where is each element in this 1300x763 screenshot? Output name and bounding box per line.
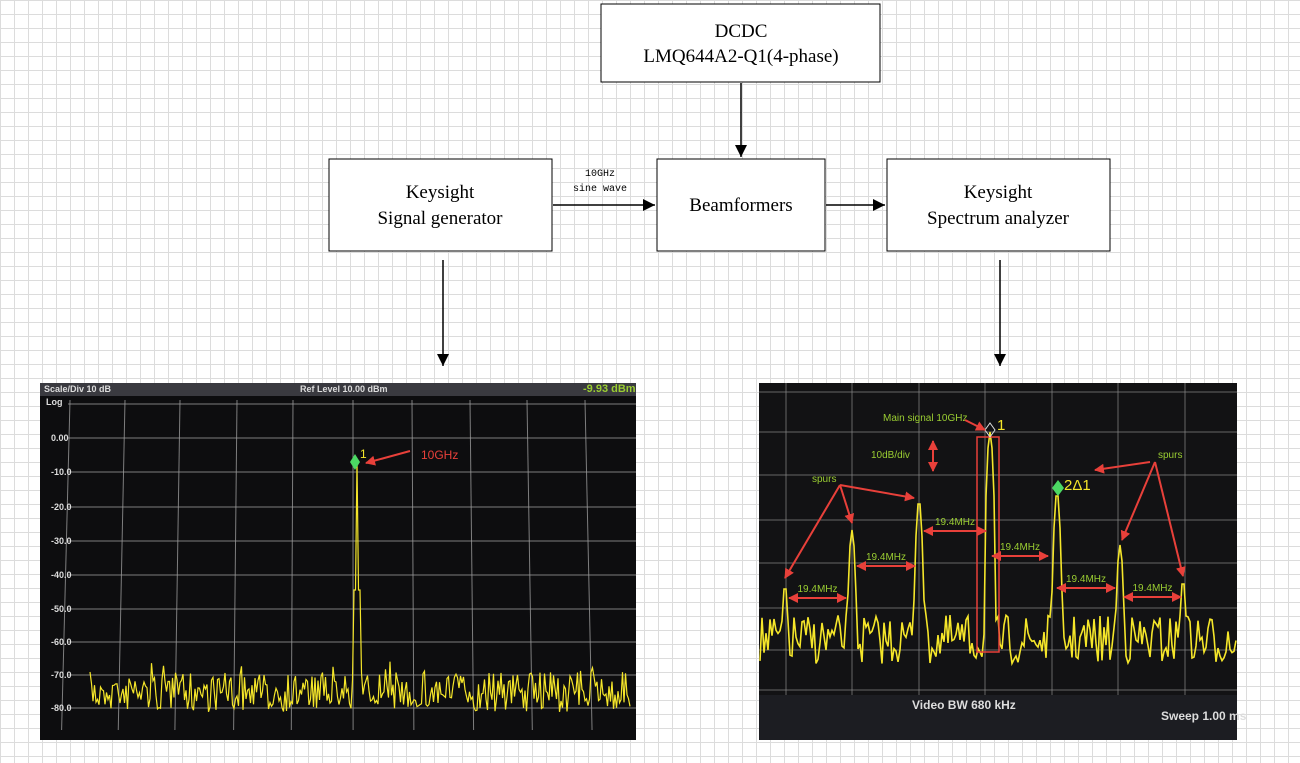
beamformers-box — [656, 158, 826, 252]
annotation-arrow — [839, 484, 855, 524]
node-label: Spectrum analyzer — [927, 208, 1070, 229]
annotation-arrow — [1094, 461, 1151, 474]
spectrum-analyzer-box — [886, 158, 1111, 252]
screen-footer — [759, 695, 1237, 740]
y-label: -80.0 — [51, 703, 72, 713]
node-label: Signal generator — [377, 208, 503, 229]
spacing-label: 19.4MHz — [866, 552, 906, 563]
marker-diamond — [350, 454, 360, 470]
y-label: -10.0 — [51, 467, 72, 477]
node-label: LMQ644A2-Q1(4-phase) — [643, 46, 838, 67]
spacing-label: 19.4MHz — [797, 584, 837, 595]
left-screen-photo: Scale/Div 10 dB Ref Level 10.00 dBm -9.9… — [40, 383, 636, 740]
marker-diamond — [1052, 480, 1064, 496]
header-text: Ref Level 10.00 dBm — [300, 384, 388, 394]
grid-line — [61, 399, 71, 731]
annotation: 10dB/div — [871, 450, 910, 461]
y-label: -30.0 — [51, 536, 72, 546]
screen-bg — [759, 383, 1237, 740]
y-label: -40.0 — [51, 570, 72, 580]
node-label: Keysight — [406, 182, 475, 203]
annotation-arrow — [839, 484, 915, 502]
highlight-box — [976, 436, 1000, 653]
annotation: spurs — [1158, 450, 1182, 461]
header-text: -9.93 dBm — [583, 383, 636, 395]
annotation-arrow — [1154, 461, 1186, 577]
spacing-label: 19.4MHz — [1066, 574, 1106, 585]
edge-label: 10GHz — [585, 169, 615, 180]
header-text: Scale/Div 10 dB — [44, 384, 112, 394]
annotation: spurs — [812, 474, 836, 485]
spacing-label: 19.4MHz — [1132, 583, 1172, 594]
spacing-label: 19.4MHz — [935, 517, 975, 528]
marker-label: 1 — [360, 447, 367, 461]
spacing-label: 19.4MHz — [1000, 542, 1040, 553]
trace — [89, 461, 631, 712]
annotation-arrow — [365, 450, 411, 466]
right-screen-photo: Video BW 680 kHz Sweep 1.00 ms 1 Main sig… — [759, 383, 1247, 740]
marker-diamond — [984, 422, 996, 438]
node-label: Beamformers — [689, 195, 792, 216]
annotation-arrow — [1120, 461, 1156, 541]
node-label: Keysight — [964, 182, 1033, 203]
y-label: -50.0 — [51, 604, 72, 614]
annotation: Main signal 10GHz — [883, 413, 967, 424]
edge-label: sine wave — [573, 183, 627, 195]
footer-text: Sweep 1.00 ms — [1161, 709, 1247, 723]
y-label: -70.0 — [51, 670, 72, 680]
footer-text: Video BW 680 kHz — [912, 698, 1016, 712]
scale-type: Log — [46, 397, 63, 407]
signal-generator-box — [328, 158, 553, 252]
screen-header — [40, 383, 636, 396]
trace — [759, 431, 1237, 667]
marker-label: 1 — [997, 417, 1005, 434]
annotation-arrow — [964, 419, 986, 431]
annotation-arrow — [784, 484, 841, 579]
y-label: 0.00 — [51, 433, 69, 443]
node-label: DCDC — [715, 21, 768, 42]
y-label: -20.0 — [51, 502, 72, 512]
delta-marker: 2Δ1 — [1064, 477, 1091, 494]
y-label: -60.0 — [51, 637, 72, 647]
annotation: 10GHz — [421, 448, 458, 462]
screen-bg — [40, 383, 636, 740]
dcdc-box — [600, 3, 881, 83]
